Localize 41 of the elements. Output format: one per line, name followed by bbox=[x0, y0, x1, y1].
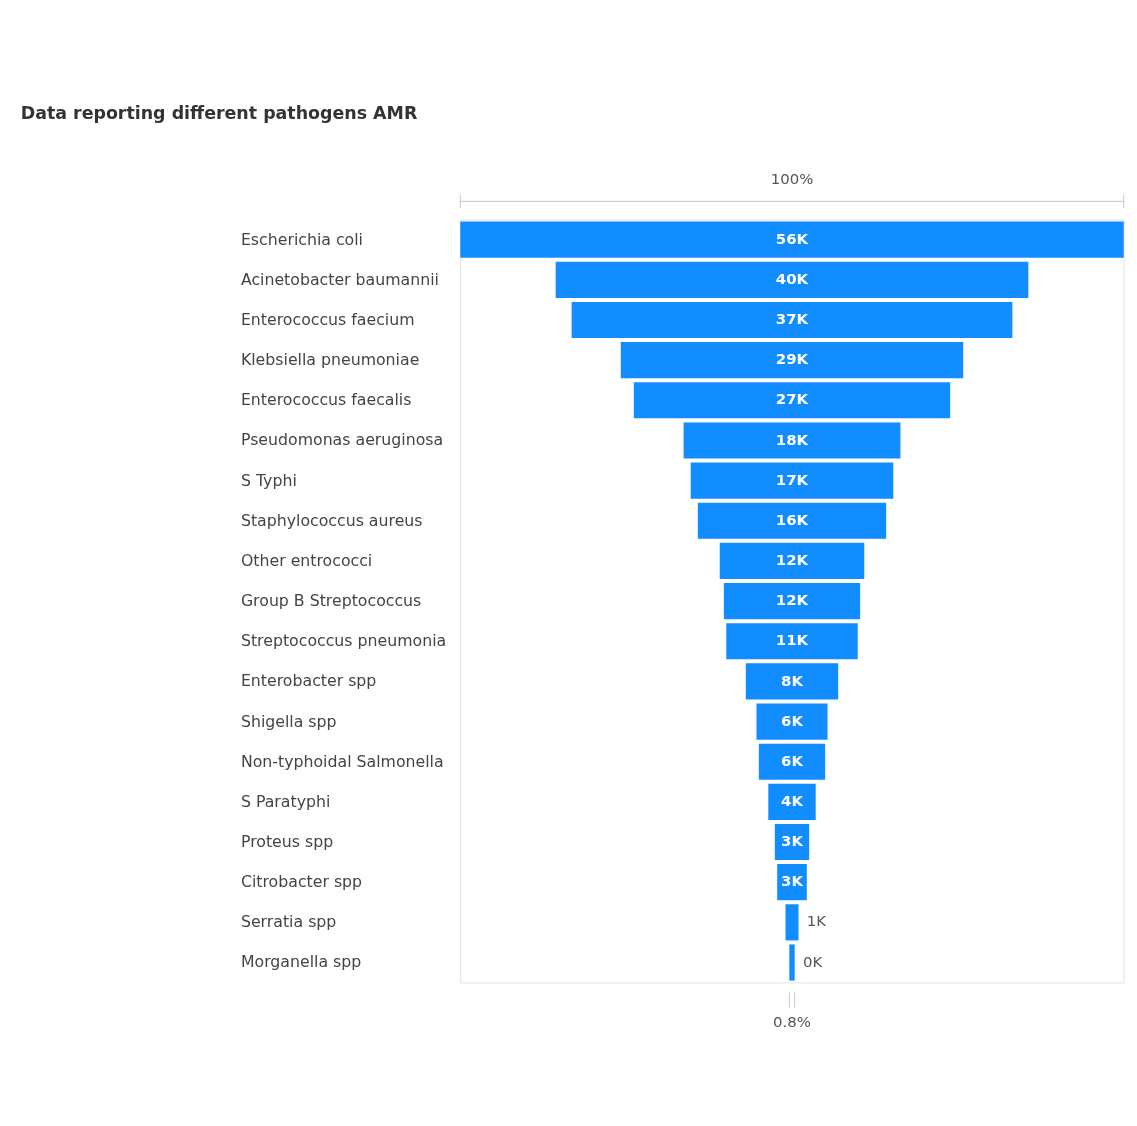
category-label: Citrobacter spp bbox=[240, 872, 363, 892]
data-label: 1K bbox=[806, 912, 828, 931]
data-label: 4K bbox=[781, 792, 804, 811]
category-label: Group B Streptococcus bbox=[240, 591, 422, 611]
category-label: Other entrococci bbox=[240, 550, 373, 570]
data-label: 27K bbox=[775, 390, 809, 409]
category-label: S Typhi bbox=[240, 470, 297, 490]
data-label: 6K bbox=[781, 751, 804, 770]
text: 100% bbox=[770, 169, 814, 188]
category-label: S Paratyphi bbox=[240, 791, 331, 811]
category-label: Shigella spp bbox=[240, 711, 337, 731]
data-label: 12K bbox=[775, 591, 809, 610]
data-label: 40K bbox=[775, 269, 809, 288]
data-label: 11K bbox=[775, 631, 809, 650]
category-label: Enterobacter spp bbox=[240, 671, 377, 691]
category-label: Enterococcus faecalis bbox=[240, 390, 412, 410]
data-label: 8K bbox=[781, 671, 804, 690]
data-label: 29K bbox=[775, 350, 809, 369]
category-label: Proteus spp bbox=[240, 832, 334, 851]
category-label: Enterococcus faecium bbox=[240, 309, 415, 329]
data-label: 37K bbox=[775, 310, 809, 329]
data-label: 0K bbox=[802, 952, 824, 971]
data-label: 17K bbox=[775, 470, 809, 489]
category-label: Klebsiella pneumoniae bbox=[240, 350, 420, 370]
category-label: Staphylococcus aureus bbox=[240, 510, 423, 530]
data-label: 12K bbox=[775, 551, 809, 570]
category-label: Pseudomonas aeruginosa bbox=[240, 430, 444, 450]
data-label: 3K bbox=[781, 872, 804, 891]
data-label: 3K bbox=[781, 832, 804, 851]
category-label: Streptococcus pneumonia bbox=[240, 631, 447, 651]
category-label: Non-typhoidal Salmonella bbox=[240, 751, 444, 771]
category-label: Escherichia coli bbox=[240, 229, 363, 249]
category-label: Acinetobacter baumannii bbox=[240, 269, 439, 289]
data-label: 18K bbox=[775, 430, 809, 449]
data-label: 16K bbox=[775, 510, 809, 529]
data-label: 56K bbox=[775, 229, 809, 248]
text: 0.8% bbox=[773, 1012, 811, 1031]
category-label: Serratia spp bbox=[240, 912, 337, 932]
text: Data reporting different pathogens AMR bbox=[20, 103, 418, 124]
category-label: Morganella spp bbox=[240, 952, 362, 972]
data-label: 6K bbox=[781, 711, 804, 730]
